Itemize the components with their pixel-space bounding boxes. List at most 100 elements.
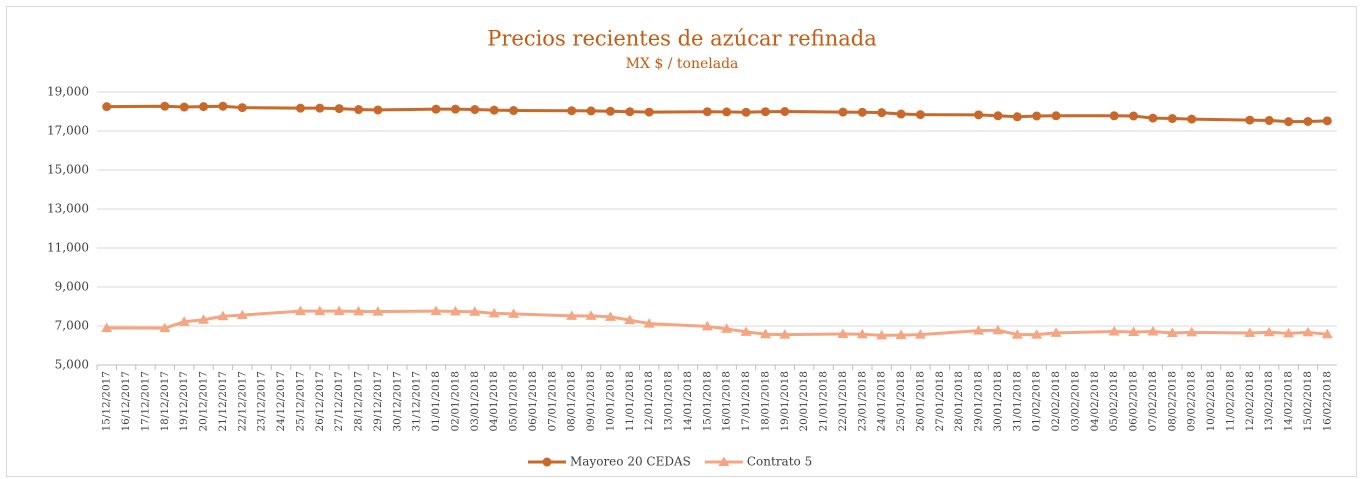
x-tick-label: 31/12/2017 <box>411 371 423 432</box>
x-tick-label: 25/12/2017 <box>294 371 306 432</box>
chart-subtitle: MX $ / tonelada <box>626 56 739 72</box>
data-point <box>508 308 520 318</box>
data-point <box>1031 329 1043 339</box>
data-point <box>701 320 713 331</box>
x-tick-label: 29/01/2018 <box>973 371 985 432</box>
data-point <box>1012 112 1022 122</box>
data-point <box>1284 117 1294 127</box>
x-tick-label: 06/01/2018 <box>527 371 539 432</box>
data-point <box>1302 326 1314 337</box>
data-point <box>702 107 712 117</box>
x-tick-label: 12/02/2018 <box>1244 371 1256 432</box>
legend-label: Contrato 5 <box>747 455 812 469</box>
y-tick-label: 7,000 <box>55 319 89 333</box>
data-point <box>1109 111 1119 121</box>
x-tick-label: 12/01/2018 <box>643 371 655 432</box>
data-point <box>217 310 229 321</box>
data-point <box>759 328 771 339</box>
data-point <box>159 322 171 333</box>
data-point <box>236 309 248 320</box>
x-tick-label: 01/01/2018 <box>430 371 442 432</box>
x-tick-label: 05/01/2018 <box>508 371 520 432</box>
x-tick-label: 15/02/2018 <box>1302 371 1314 432</box>
data-point <box>856 328 868 339</box>
x-tick-label: 03/01/2018 <box>469 371 481 432</box>
data-point <box>586 106 596 116</box>
y-tick-label: 5,000 <box>55 358 89 372</box>
data-point <box>160 101 170 111</box>
data-point <box>315 103 325 113</box>
data-point <box>721 323 733 333</box>
y-tick-label: 9,000 <box>55 280 89 294</box>
x-tick-label: 11/02/2018 <box>1224 371 1236 432</box>
y-tick-label: 15,000 <box>47 163 89 177</box>
x-tick-label: 21/12/2017 <box>217 371 229 432</box>
legend-marker <box>542 457 552 467</box>
x-tick-label: 16/02/2018 <box>1321 371 1333 432</box>
x-tick-label: 28/01/2018 <box>953 371 965 432</box>
data-point <box>1032 111 1042 121</box>
data-point <box>876 329 888 340</box>
data-point <box>625 107 635 117</box>
data-point <box>1011 329 1023 339</box>
x-tick-label: 31/01/2018 <box>1011 371 1023 432</box>
y-tick-label: 11,000 <box>47 241 89 255</box>
x-tick-label: 16/12/2017 <box>120 371 132 432</box>
x-tick-label: 09/01/2018 <box>585 371 597 432</box>
x-tick-label: 18/01/2018 <box>759 371 771 432</box>
series-line <box>106 309 1328 337</box>
data-point <box>740 326 752 336</box>
data-point <box>1166 327 1178 338</box>
legend-marker <box>718 456 730 466</box>
data-point <box>567 106 577 116</box>
x-tick-label: 29/12/2017 <box>372 371 384 432</box>
data-point <box>643 318 655 328</box>
x-tick-label: 15/12/2017 <box>101 371 113 432</box>
x-tick-label: 30/12/2017 <box>391 371 403 432</box>
x-tick-label: 11/01/2018 <box>624 371 636 432</box>
data-point <box>1283 327 1295 338</box>
x-tick-label: 09/02/2018 <box>1186 371 1198 432</box>
data-point <box>1186 326 1198 337</box>
data-point <box>509 106 519 116</box>
data-point <box>566 310 578 320</box>
data-point <box>857 107 867 117</box>
data-point <box>585 310 597 320</box>
data-point <box>237 103 247 113</box>
x-tick-label: 04/01/2018 <box>488 371 500 432</box>
x-tick-label: 20/12/2017 <box>198 371 210 432</box>
data-point <box>179 102 189 112</box>
data-point <box>1303 116 1313 126</box>
data-point <box>1167 114 1177 124</box>
data-point <box>1244 327 1256 338</box>
data-point <box>1148 113 1158 123</box>
data-point <box>1321 328 1333 339</box>
data-point <box>199 102 209 112</box>
x-tick-label: 17/12/2017 <box>139 371 151 432</box>
x-tick-label: 01/02/2018 <box>1031 371 1043 432</box>
data-point <box>1245 115 1255 125</box>
data-point <box>1051 111 1061 121</box>
x-tick-label: 27/12/2017 <box>333 371 345 432</box>
data-point <box>915 110 925 120</box>
data-point <box>1128 326 1140 337</box>
x-tick-label: 04/02/2018 <box>1089 371 1101 432</box>
data-point <box>430 305 442 316</box>
data-point <box>973 325 985 335</box>
chart-title: Precios recientes de azúcar refinada <box>487 27 877 51</box>
data-point <box>837 328 849 338</box>
data-point <box>1147 325 1159 336</box>
x-tick-label: 08/01/2018 <box>566 371 578 432</box>
x-tick-label: 10/02/2018 <box>1205 371 1217 432</box>
data-point <box>102 102 112 112</box>
data-point <box>779 329 791 339</box>
x-tick-label: 22/01/2018 <box>837 371 849 432</box>
chart-border <box>6 6 1357 477</box>
x-tick-label: 06/02/2018 <box>1128 371 1140 432</box>
x-tick-label: 08/02/2018 <box>1166 371 1178 432</box>
x-tick-label: 21/01/2018 <box>818 371 830 432</box>
data-point <box>760 107 770 117</box>
data-point <box>877 108 887 118</box>
x-tick-label: 24/12/2017 <box>275 371 287 432</box>
x-tick-label: 13/02/2018 <box>1263 371 1275 432</box>
